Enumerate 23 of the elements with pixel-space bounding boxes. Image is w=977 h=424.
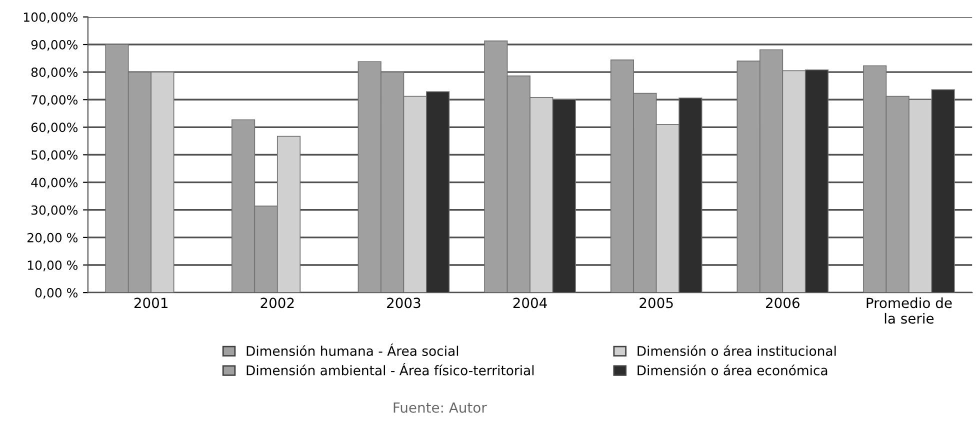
y-tick-label: 40,00% (31, 178, 78, 189)
y-tick-label: 60,00% (31, 122, 78, 134)
legend-label: Dimensión o área institucional (638, 345, 836, 356)
y-tick-label: 10,00 % (28, 260, 78, 272)
y-tick-label: 0,00 % (35, 288, 78, 299)
x-tick-label: 2003 (387, 298, 420, 308)
x-tick-label: 2004 (513, 298, 547, 308)
legend-label: Dimensión o área económica (638, 364, 828, 376)
y-tick-label: 80,00% (31, 68, 78, 78)
x-tick-label: 2002 (260, 298, 294, 308)
y-tick-label: 70,00% (32, 95, 78, 106)
x-tick-label: 2006 (766, 298, 800, 308)
x-tick-label: Promedio de la serie (866, 297, 952, 324)
source-note: Fuente: Autor (394, 402, 487, 413)
legend-label: Dimensión humana - Área social (246, 344, 458, 356)
y-tick-label: 50,00% (32, 150, 78, 161)
y-tick-label: 90,00% (31, 40, 78, 51)
legend-label: Dimensión ambiental - Área físico-territorial (246, 362, 534, 376)
y-tick-label: 30,00% (32, 205, 78, 216)
y-tick-label: 100,00% (24, 12, 78, 24)
x-tick-label: 2005 (640, 298, 673, 308)
y-tick-label: 20,00 % (27, 232, 78, 244)
x-tick-label: 2001 (134, 298, 168, 308)
